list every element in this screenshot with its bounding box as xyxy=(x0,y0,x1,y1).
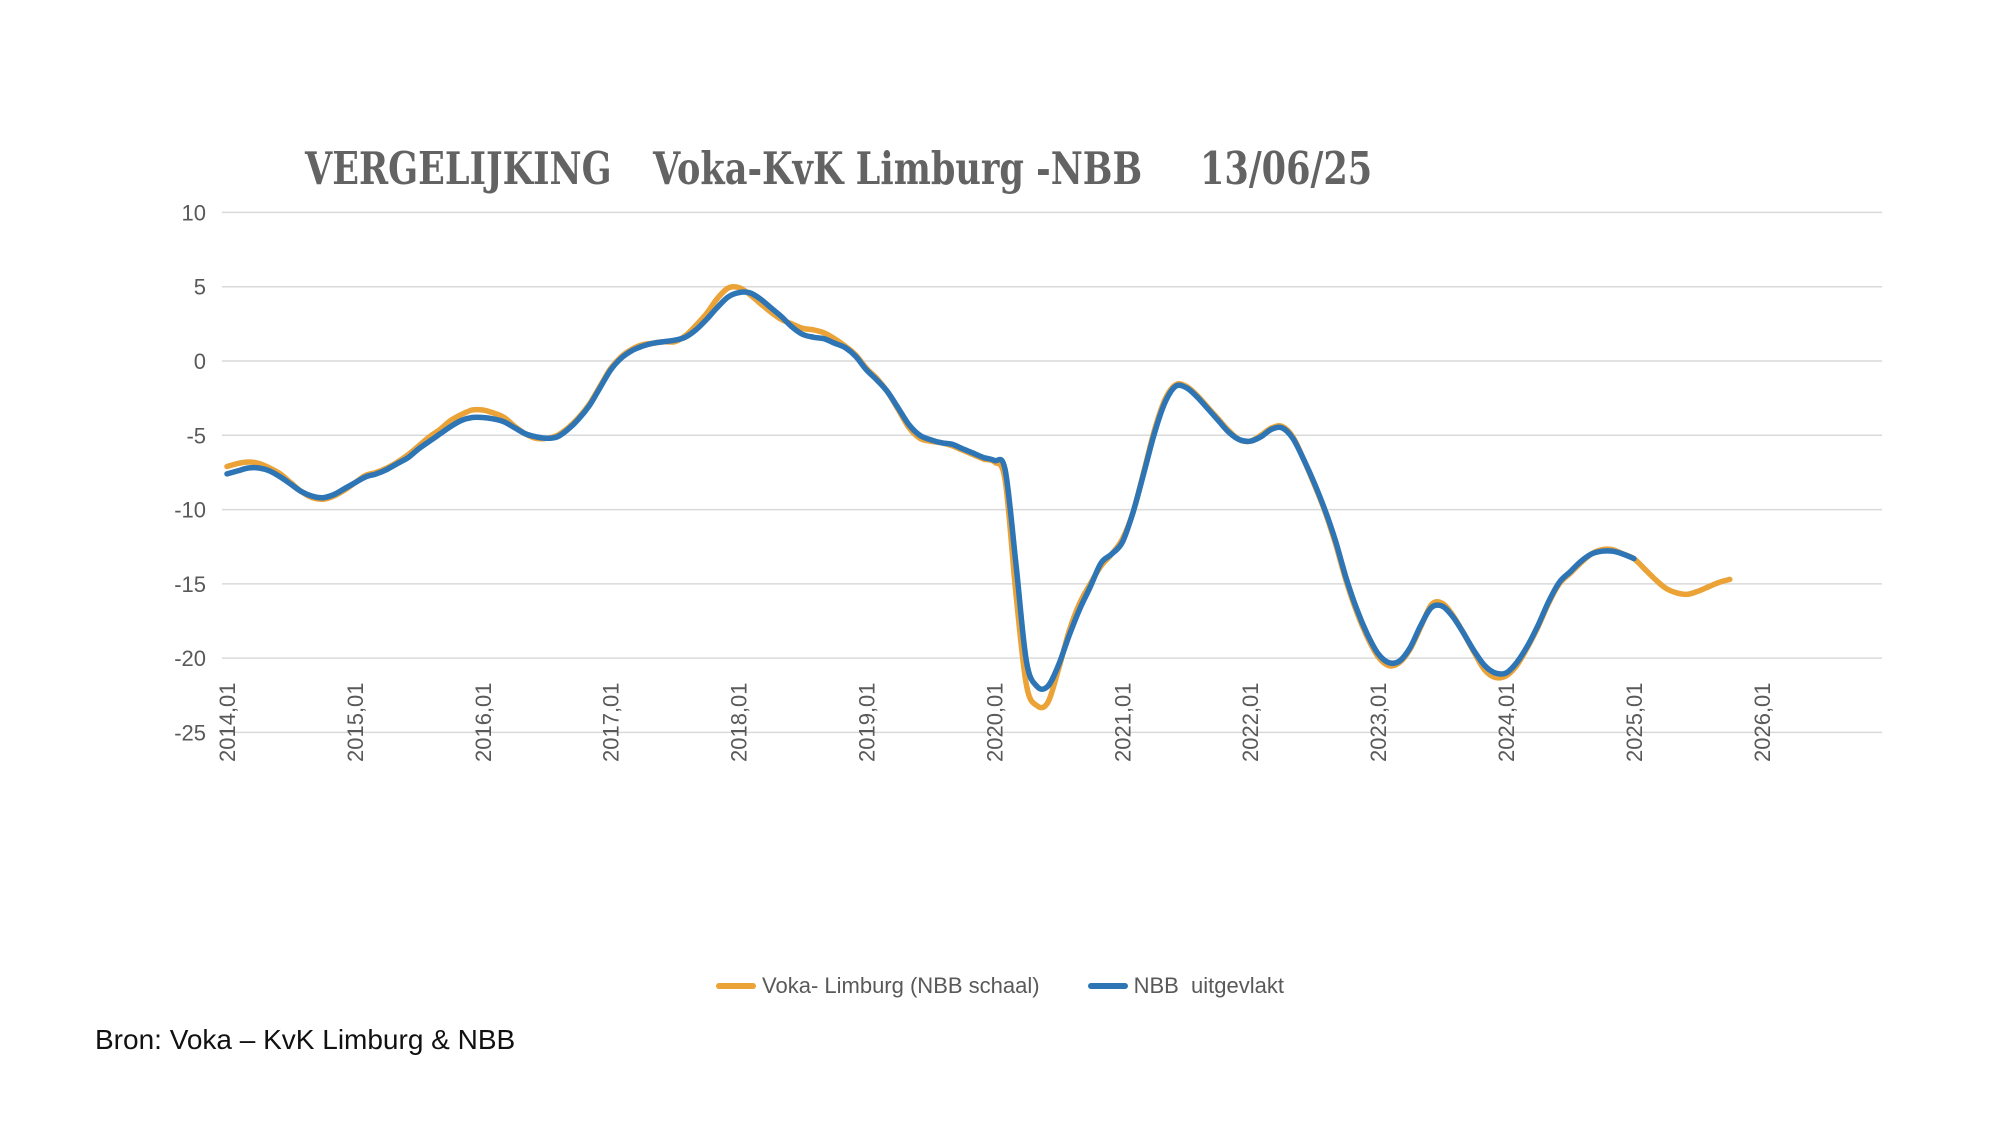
x-tick-label: 2025,01 xyxy=(1622,682,1647,762)
nbb-line-swatch xyxy=(1087,983,1128,989)
y-tick-label: -20 xyxy=(174,646,206,671)
x-tick-label: 2023,01 xyxy=(1366,682,1391,762)
title-subject: Voka-KvK Limburg -NBB xyxy=(653,142,1143,195)
x-tick-label: 2015,01 xyxy=(343,682,368,762)
legend-item-voka: Voka- Limburg (NBB schaal) xyxy=(716,975,1040,997)
y-tick-label: -10 xyxy=(174,498,206,523)
title-date: 13/06/25 xyxy=(1200,142,1373,195)
x-tick-label: 2022,01 xyxy=(1238,682,1263,762)
voka-limburg-line xyxy=(224,284,1733,711)
y-tick-label: -5 xyxy=(186,423,206,448)
x-tick-label: 2017,01 xyxy=(599,682,624,762)
chart-title: VERGELIJKING Voka-KvK Limburg -NBB 13/06… xyxy=(0,0,2000,210)
y-tick-label: 5 xyxy=(194,275,206,300)
gridlines xyxy=(222,211,1882,734)
x-tick-label: 2021,01 xyxy=(1110,682,1135,762)
x-tick-label: 2014,01 xyxy=(215,682,240,762)
x-tick-label: 2016,01 xyxy=(471,682,496,762)
source-note: Bron: Voka – KvK Limburg & NBB xyxy=(95,1024,516,1055)
nbb-uitgevlakt-line xyxy=(224,289,1637,692)
x-tick-label: 2019,01 xyxy=(855,682,880,762)
series-lines xyxy=(224,284,1733,711)
y-tick-label: -25 xyxy=(174,720,206,745)
y-tick-label: 10 xyxy=(182,200,206,225)
legend-item-nbb: NBB uitgevlakt xyxy=(1087,973,1284,998)
title-word-vergelijking: VERGELIJKING xyxy=(305,142,612,195)
x-axis-tick-labels: 2014,01 2015,01 2016,01 2017,01 2018,01 2019,… xyxy=(215,682,1775,762)
nbb-legend-label: NBB uitgevlakt xyxy=(1133,973,1284,998)
x-tick-label: 2026,01 xyxy=(1750,682,1775,762)
y-tick-label: 0 xyxy=(194,349,206,374)
chart-legend: Voka- Limburg (NBB schaal) NBB uitgevlak… xyxy=(0,968,2000,1004)
x-tick-label: 2024,01 xyxy=(1494,682,1519,762)
x-tick-label: 2018,01 xyxy=(727,682,752,762)
y-tick-label: -15 xyxy=(174,572,206,597)
voka-legend-label: Voka- Limburg (NBB schaal) xyxy=(762,973,1040,998)
y-axis-tick-labels: 10 5 0 -5 -10 -15 -20 -25 xyxy=(174,200,206,745)
x-tick-label: 2020,01 xyxy=(982,682,1007,762)
voka-line-swatch xyxy=(716,983,757,989)
